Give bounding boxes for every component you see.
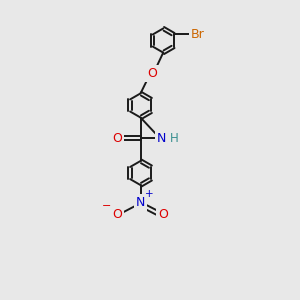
- Text: N: N: [157, 132, 166, 145]
- Text: O: O: [158, 208, 168, 221]
- Text: +: +: [145, 189, 153, 199]
- Text: Br: Br: [190, 28, 204, 41]
- Text: O: O: [147, 67, 157, 80]
- Text: O: O: [112, 132, 122, 145]
- Text: H: H: [169, 132, 178, 145]
- Text: −: −: [102, 201, 111, 211]
- Text: N: N: [136, 196, 145, 209]
- Text: O: O: [112, 208, 122, 221]
